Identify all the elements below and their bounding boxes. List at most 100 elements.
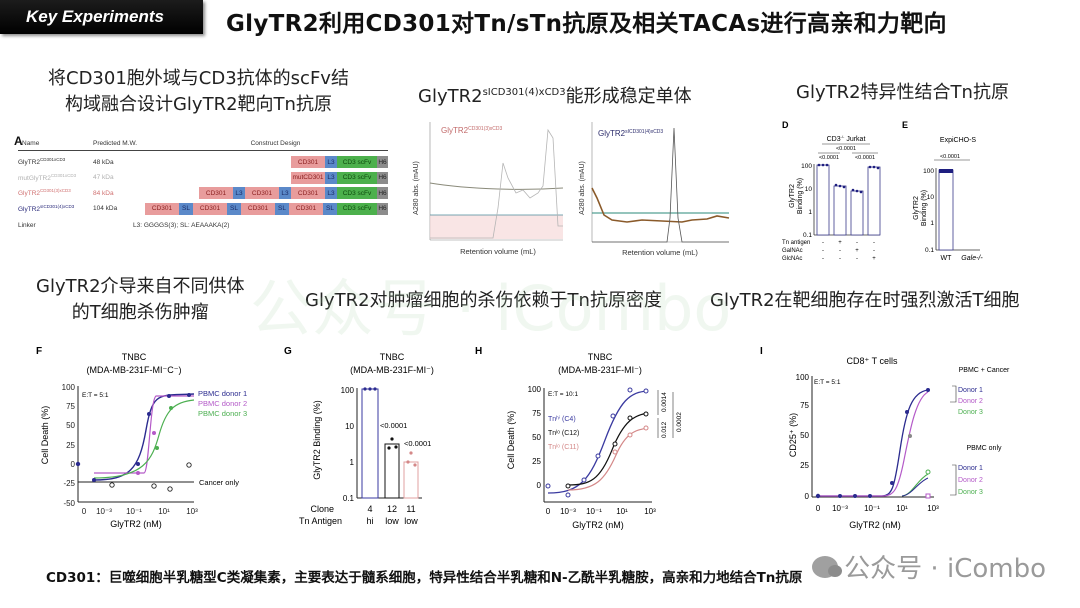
svg-text:10³: 10³ xyxy=(186,507,198,516)
panel-h-letter: H xyxy=(475,346,482,357)
ytick: 100 xyxy=(801,163,812,170)
chromatogram-left-ylabel: A280 abs. (mAU) xyxy=(413,161,420,215)
ytick: 1 xyxy=(930,220,934,227)
wechat-icon xyxy=(812,555,843,578)
panel-g-letter: G xyxy=(284,346,292,357)
linker-label: Linker xyxy=(18,222,36,229)
panel-d-letter: D xyxy=(782,120,789,130)
chromatogram-right-xlabel: Retention volume (mL) xyxy=(622,248,698,257)
chromatogram-left-xlabel: Retention volume (mL) xyxy=(460,247,536,256)
construct-mw: 48 kDa xyxy=(93,158,114,166)
segment-cd301: CD301 xyxy=(193,202,227,215)
sign: - xyxy=(856,240,858,246)
svg-text:0.1: 0.1 xyxy=(343,494,355,503)
panel-i-letter: I xyxy=(760,346,763,357)
row-label: Tn antigen xyxy=(782,240,810,246)
legend-tn-hi: Tnʰⁱ (C4) xyxy=(548,415,576,423)
svg-text:10⁻³: 10⁻³ xyxy=(96,507,112,516)
construct-mw: 47 kDa xyxy=(93,174,114,181)
panel-a-letter: A xyxy=(14,134,23,148)
panel-e-letter: E xyxy=(902,120,908,130)
construct-name: GlyTR2 xyxy=(18,190,41,198)
watermark-corner: 公众号 · iCombo xyxy=(812,548,1046,585)
clone-label: Clone xyxy=(310,504,334,514)
construct-sup: CD301(3)xCD3 xyxy=(40,188,71,194)
panel-h-chart: H TNBC (MDA-MB-231F-MI⁻) Cell Death (%) … xyxy=(470,340,700,550)
segment-linker: L3 xyxy=(279,187,291,199)
segment-cd301: CD301 xyxy=(145,202,179,215)
segment-linker: SL xyxy=(179,202,193,215)
sign: + xyxy=(872,256,876,262)
heading-monomer-suffix: 能形成稳定单体 xyxy=(565,86,692,107)
legend-tn-lo-c12: Tnˡᵒ (C12) xyxy=(548,430,579,437)
sign: - xyxy=(822,248,824,254)
svg-text:10⁻¹: 10⁻¹ xyxy=(126,507,142,516)
watermark-text: 公众号 · iCombo xyxy=(844,554,1046,584)
svg-text:10¹: 10¹ xyxy=(896,504,908,513)
heading-design-line2: 构域融合设计GlyTR2靶向Tn抗原 xyxy=(64,94,332,115)
clone-value: 12 xyxy=(387,504,397,514)
ytick: 100 xyxy=(923,168,934,175)
panel-g-ylabel: GlyTR2 Binding (%) xyxy=(312,400,322,480)
segment-cd301: CD301 xyxy=(291,156,325,168)
ytick: 10 xyxy=(927,194,935,201)
chromatogram-left-label: GlyTR2CD301(3)xCD3 xyxy=(441,126,503,135)
legend-donor1: Donor 1 xyxy=(958,465,983,472)
legend-donor2: PBMC donor 2 xyxy=(198,399,247,408)
segment-cd301: CD301 xyxy=(241,202,275,215)
svg-text:10³: 10³ xyxy=(644,507,656,516)
key-experiments-badge: Key Experiments xyxy=(0,0,203,34)
segment-scfv: CD3 scFv xyxy=(337,156,377,168)
panel-e-ylabel: Binding (%) xyxy=(921,190,928,226)
svg-text:1: 1 xyxy=(350,458,355,467)
panel-d-ylabel: GlyTR2 xyxy=(789,184,796,208)
panel-i-et: E:T = 5:1 xyxy=(814,379,841,386)
sign: + xyxy=(855,248,859,254)
segment-h6: H6 xyxy=(377,202,388,215)
legend-donor3: Donor 3 xyxy=(958,409,983,416)
svg-text:25: 25 xyxy=(66,441,75,450)
svg-text:10¹: 10¹ xyxy=(616,507,628,516)
svg-text:25: 25 xyxy=(800,461,809,470)
panel-h-et: E:T = 10:1 xyxy=(548,391,578,398)
svg-text:10⁻¹: 10⁻¹ xyxy=(864,504,880,513)
construct-design: CD301 L3 CD301 L3 CD301 L3 CD3 scFv H6 xyxy=(133,187,388,199)
panel-f-xlabel: GlyTR2 (nM) xyxy=(110,519,162,529)
svg-text:100: 100 xyxy=(796,373,810,382)
panel-g-pval: <0.0001 xyxy=(380,421,407,430)
panel-e-pval: <0.0001 xyxy=(940,154,960,160)
panel-e-chart: E ExpiCHO-S <0.0001 GlyTR2 Binding (%) 1… xyxy=(900,118,1010,268)
col-name: Name xyxy=(22,140,40,147)
xtick: Gale-/- xyxy=(961,255,983,262)
panel-d-ylabel: Binding (%) xyxy=(797,178,804,214)
svg-text:75: 75 xyxy=(532,409,541,418)
segment-cd301: CD301 xyxy=(289,202,323,215)
panel-d-pval: <0.0001 xyxy=(855,155,875,161)
heading-donors-line2: 的T细胞杀伤肿瘤 xyxy=(71,302,209,323)
construct-sup: CD301xCD3 xyxy=(40,157,66,163)
construct-row: GlyTR2CD301(3)xCD3 84 kDa CD301 L3 CD301… xyxy=(18,186,388,200)
panel-h-xlabel: GlyTR2 (nM) xyxy=(572,520,624,530)
segment-linker: SL xyxy=(227,202,241,215)
construct-name: GlyTR2 xyxy=(18,159,41,167)
segment-linker: SL xyxy=(323,202,337,215)
svg-text:75: 75 xyxy=(66,402,75,411)
svg-text:0: 0 xyxy=(816,504,821,513)
legend-donor3: PBMC donor 3 xyxy=(198,409,247,418)
segment-scfv: CD3 scFv xyxy=(337,202,377,215)
panel-e-title: ExpiCHO-S xyxy=(940,137,977,144)
panel-f-et: E:T = 5:1 xyxy=(82,392,109,399)
panel-h-pval: 0.0002 xyxy=(676,412,683,432)
chromatogram-right-ylabel: A280 abs. (mAU) xyxy=(579,161,586,215)
svg-text:0: 0 xyxy=(82,507,87,516)
svg-text:0: 0 xyxy=(546,507,551,516)
row-label: GalNAc xyxy=(782,248,803,254)
svg-text:100: 100 xyxy=(341,386,355,395)
svg-text:25: 25 xyxy=(532,457,541,466)
chromatogram-left: A280 abs. (mAU) GlyTR2CD301(3)xCD3 Reten… xyxy=(408,118,568,258)
legend-donor2: Donor 2 xyxy=(958,477,983,484)
heading-monomer: GlyTR2sICD301(4)xCD3能形成稳定单体 xyxy=(418,80,692,110)
segment-h6: H6 xyxy=(377,187,388,199)
panel-i-xlabel: GlyTR2 (nM) xyxy=(849,520,901,530)
tn-level: low xyxy=(404,516,418,526)
